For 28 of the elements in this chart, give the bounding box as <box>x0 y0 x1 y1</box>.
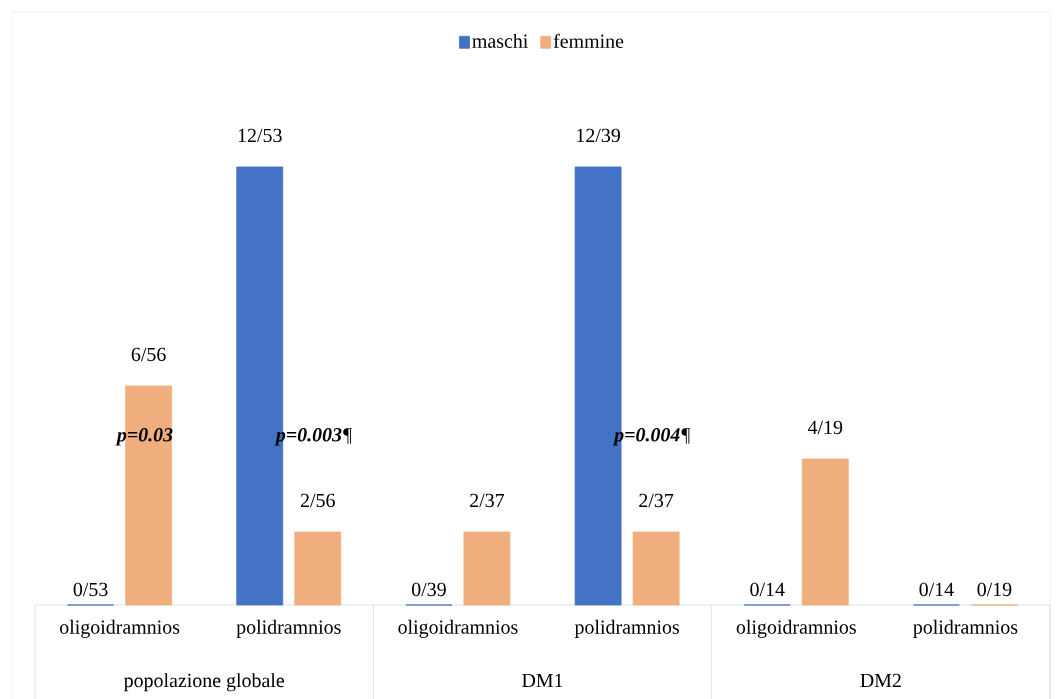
data-label: 0/14 <box>919 582 954 597</box>
data-label: 2/56 <box>300 493 335 508</box>
data-label: 12/53 <box>238 128 282 143</box>
data-label: 0/19 <box>977 582 1012 597</box>
bar <box>294 531 342 606</box>
x-tick-label: oligoidramnios <box>60 619 180 638</box>
x-tick-label: polidramnios <box>236 619 341 638</box>
x-tick-label: oligoidramnios <box>736 619 856 638</box>
data-label: 0/53 <box>73 582 108 597</box>
text: DM1 <box>522 673 563 687</box>
data-label: 4/19 <box>807 420 843 435</box>
text: popolazione globale <box>124 673 285 692</box>
legend-label: maschi <box>472 33 528 48</box>
legend-label: femmine <box>553 33 624 48</box>
data-label: 0/39 <box>411 582 446 597</box>
bar <box>463 531 511 606</box>
data-label: 6/56 <box>131 347 166 362</box>
annotation: p=0.03 <box>115 427 173 446</box>
bar <box>801 458 849 606</box>
data-label: 0/14 <box>750 582 785 597</box>
data-label: 2/37 <box>470 493 505 508</box>
x-tick-label: oligoidramnios <box>398 619 518 638</box>
text: DM2 <box>860 673 901 687</box>
data-label: 2/37 <box>639 493 674 508</box>
bar <box>632 531 680 606</box>
x-tick-label: polidramnios <box>574 619 679 638</box>
x-tick-label: polidramnios <box>913 619 1018 638</box>
data-label: 12/39 <box>577 128 620 143</box>
